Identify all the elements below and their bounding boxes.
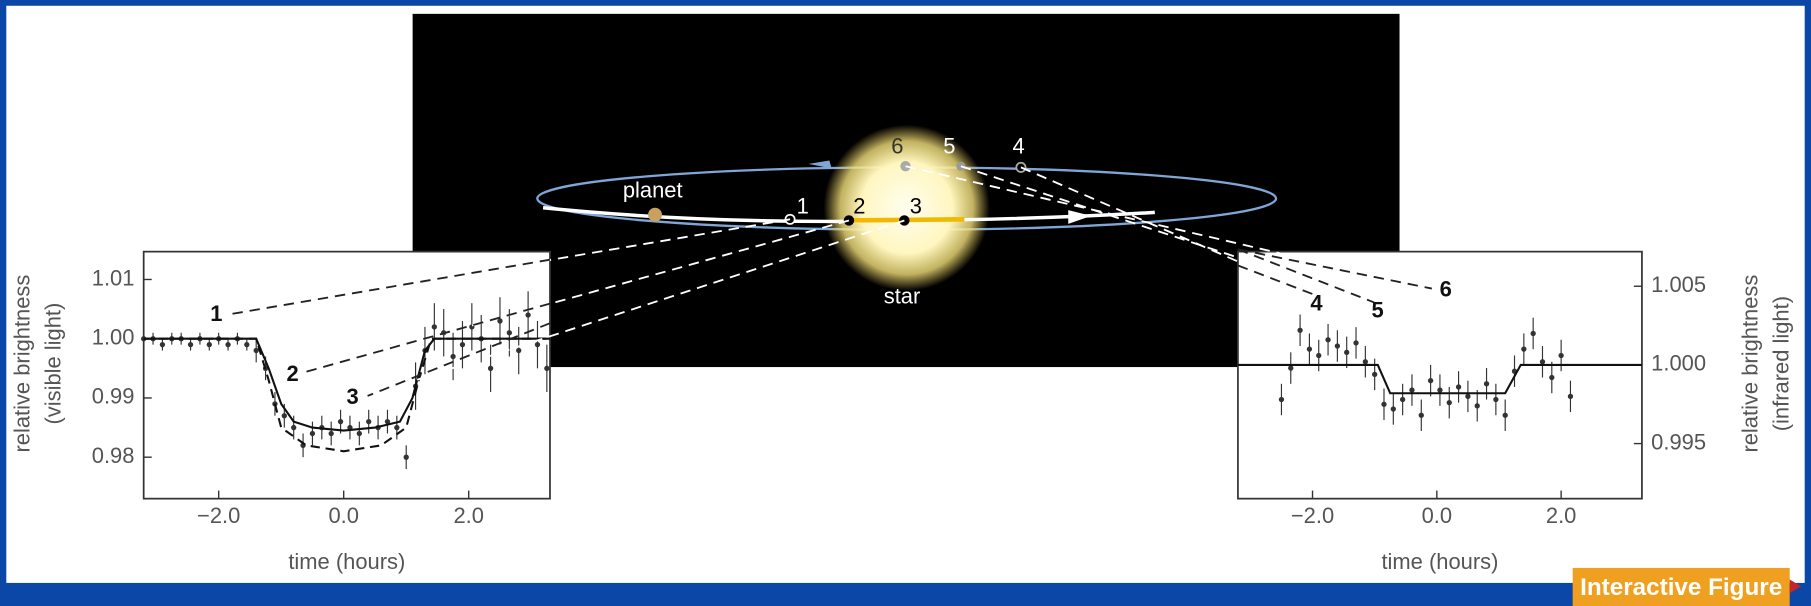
y-axis-label: relative brightness <box>1737 275 1762 453</box>
annotation: 3 <box>346 384 358 409</box>
data-point <box>1307 347 1312 352</box>
data-point <box>1316 353 1321 358</box>
data-point <box>282 413 287 418</box>
star <box>824 125 990 291</box>
data-point <box>507 330 512 335</box>
x-tick-label: 2.0 <box>453 503 483 528</box>
data-point <box>1353 340 1358 345</box>
position-label: 6 <box>891 134 903 159</box>
data-point <box>1465 394 1470 399</box>
data-point <box>329 431 334 436</box>
data-point <box>225 342 230 347</box>
data-point <box>1484 381 1489 386</box>
y-axis-label: (visible light) <box>41 303 66 425</box>
y-tick-label: 0.995 <box>1651 429 1706 454</box>
data-point <box>1419 413 1424 418</box>
badge-label[interactable]: Interactive Figure <box>1580 574 1782 601</box>
x-tick-label: 2.0 <box>1546 503 1576 528</box>
y-tick-label: 0.98 <box>92 443 135 468</box>
annotation: 6 <box>1440 277 1452 302</box>
data-point <box>160 342 165 347</box>
data-point <box>1549 375 1554 380</box>
data-point <box>1493 397 1498 402</box>
annotation: 1 <box>210 301 222 326</box>
position-label: 3 <box>910 194 922 219</box>
star-label: star <box>884 284 921 309</box>
data-point <box>1279 397 1284 402</box>
x-tick-label: −2.0 <box>197 503 240 528</box>
data-point <box>516 348 521 353</box>
data-point <box>450 354 455 359</box>
data-point <box>1400 397 1405 402</box>
data-point <box>357 431 362 436</box>
data-point <box>1288 365 1293 370</box>
data-point <box>1531 331 1536 336</box>
data-point <box>1363 359 1368 364</box>
data-point <box>488 366 493 371</box>
data-point <box>525 312 530 317</box>
data-point <box>1540 359 1545 364</box>
x-tick-label: 0.0 <box>328 503 358 528</box>
y-tick-label: 1.01 <box>92 265 135 290</box>
data-point <box>1521 347 1526 352</box>
data-point <box>1456 384 1461 389</box>
position-label: 5 <box>943 134 955 159</box>
x-axis-label: time (hours) <box>1381 549 1498 574</box>
data-point <box>404 455 409 460</box>
data-point <box>188 342 193 347</box>
data-point <box>1503 413 1508 418</box>
data-point <box>1335 343 1340 348</box>
data-point <box>310 431 315 436</box>
y-tick-label: 1.000 <box>1651 351 1706 376</box>
data-point <box>1447 400 1452 405</box>
data-point <box>366 419 371 424</box>
data-point <box>1325 337 1330 342</box>
data-point <box>1409 387 1414 392</box>
data-point <box>1475 403 1480 408</box>
x-tick-label: −2.0 <box>1291 503 1334 528</box>
planet-label: planet <box>623 177 683 202</box>
data-point <box>244 342 249 347</box>
figure: planet star 1 2 3 4 5 6 0.98 0.99 1.00 1.01… <box>0 0 1811 606</box>
x-axis-label: time (hours) <box>288 549 405 574</box>
annotation: 4 <box>1310 291 1323 316</box>
position-dot <box>1016 163 1025 172</box>
data-point <box>1344 350 1349 355</box>
data-point <box>338 419 343 424</box>
y-axis-label: relative brightness <box>9 275 34 453</box>
planet <box>648 208 662 222</box>
data-point <box>432 324 437 329</box>
x-tick-label: 0.0 <box>1422 503 1452 528</box>
y-tick-label: 1.005 <box>1651 272 1706 297</box>
page: {"diagram":{"planet_label":"planet","sta… <box>0 0 1811 606</box>
data-point <box>207 342 212 347</box>
annotation: 5 <box>1372 297 1384 322</box>
data-point <box>544 366 549 371</box>
position-label: 1 <box>797 194 809 219</box>
annotation: 2 <box>286 361 298 386</box>
data-point <box>1437 387 1442 392</box>
data-point <box>254 348 259 353</box>
data-point <box>460 342 465 347</box>
data-point <box>1391 406 1396 411</box>
position-label: 4 <box>1013 134 1025 159</box>
data-point <box>1568 394 1573 399</box>
data-point <box>291 425 296 430</box>
plot-area <box>144 252 550 499</box>
data-point <box>1558 353 1563 358</box>
data-point <box>535 342 540 347</box>
y-tick-label: 1.00 <box>92 325 135 350</box>
position-label: 2 <box>853 194 865 219</box>
data-point <box>1381 402 1386 407</box>
y-tick-label: 0.99 <box>92 384 135 409</box>
data-point <box>1372 372 1377 377</box>
data-point <box>394 425 399 430</box>
y-axis-label: (infrared light) <box>1769 296 1794 431</box>
data-point <box>1297 328 1302 333</box>
data-point <box>1428 378 1433 383</box>
